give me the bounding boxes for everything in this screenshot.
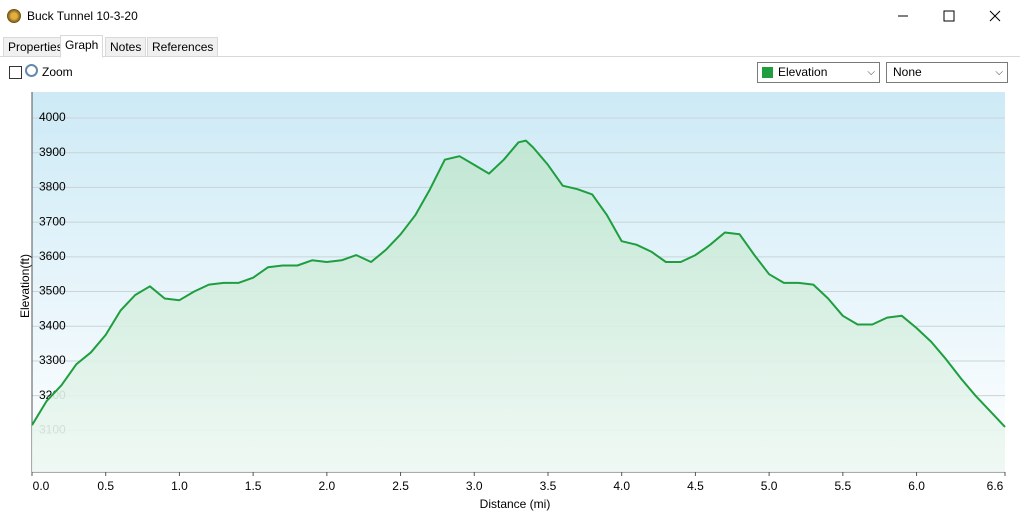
y-tick-label: 3400 (39, 318, 66, 332)
zoom-checkbox[interactable] (9, 66, 22, 79)
x-tick-label: 3.0 (466, 479, 483, 493)
tab-active[interactable]: Graph (60, 35, 104, 58)
x-tick-label: 2.5 (392, 479, 409, 493)
y-tick-label: 3700 (39, 214, 66, 228)
close-button[interactable] (972, 0, 1018, 32)
title-bar: Buck Tunnel 10-3-20 (0, 0, 1020, 32)
app-icon (7, 9, 21, 23)
tab[interactable]: Properties (3, 37, 68, 57)
x-tick-label: 2.0 (319, 479, 336, 493)
series-dropdown-text: Elevation (778, 65, 828, 79)
x-tick-label: 6.0 (908, 479, 925, 493)
zoom-icon (25, 64, 38, 77)
elevation-line (31, 139, 1006, 428)
dropdown-arrow: ⌵ (867, 67, 875, 78)
second-dropdown[interactable]: None ⌵ (886, 62, 1008, 83)
x-tick-label: 1.5 (245, 479, 262, 493)
series-dropdown[interactable]: Elevation ⌵ (757, 62, 880, 83)
x-tick-label: 0.0 (33, 479, 50, 493)
dropdown-arrow: ⌵ (995, 67, 1003, 78)
y-tick-label: 3800 (39, 180, 66, 194)
second-dropdown-text: None (893, 65, 922, 79)
y-tick-label: 3600 (39, 249, 66, 263)
x-tick-label: 3.5 (540, 479, 557, 493)
elevation-area (32, 140, 1005, 472)
x-tick-label: 5.0 (761, 479, 778, 493)
zoom-label[interactable]: Zoom (42, 65, 73, 79)
x-tick-label: 6.6 (987, 479, 1004, 493)
x-tick-label: 4.5 (687, 479, 704, 493)
maximize-button[interactable] (926, 0, 972, 32)
x-tick-label: 4.0 (613, 479, 630, 493)
y-tick-label: 3900 (39, 145, 66, 159)
tab[interactable]: References (147, 37, 219, 57)
x-tick-label: 1.0 (171, 479, 188, 493)
elevation-chart: Elevation(ft) Distance (mi) 310032003300… (18, 92, 1006, 511)
minimize-button[interactable] (880, 0, 926, 32)
series-swatch (762, 67, 773, 78)
y-axis-label: Elevation(ft) (18, 254, 32, 318)
y-tick-label: 3300 (39, 353, 66, 367)
x-tick-label: 0.5 (97, 479, 114, 493)
x-axis-label: Distance (mi) (480, 497, 551, 511)
y-tick-label: 4000 (39, 110, 66, 124)
tab[interactable]: Notes (105, 37, 147, 57)
window-title: Buck Tunnel 10-3-20 (27, 9, 138, 23)
y-tick-label: 3500 (39, 284, 66, 298)
x-tick-label: 5.5 (834, 479, 851, 493)
